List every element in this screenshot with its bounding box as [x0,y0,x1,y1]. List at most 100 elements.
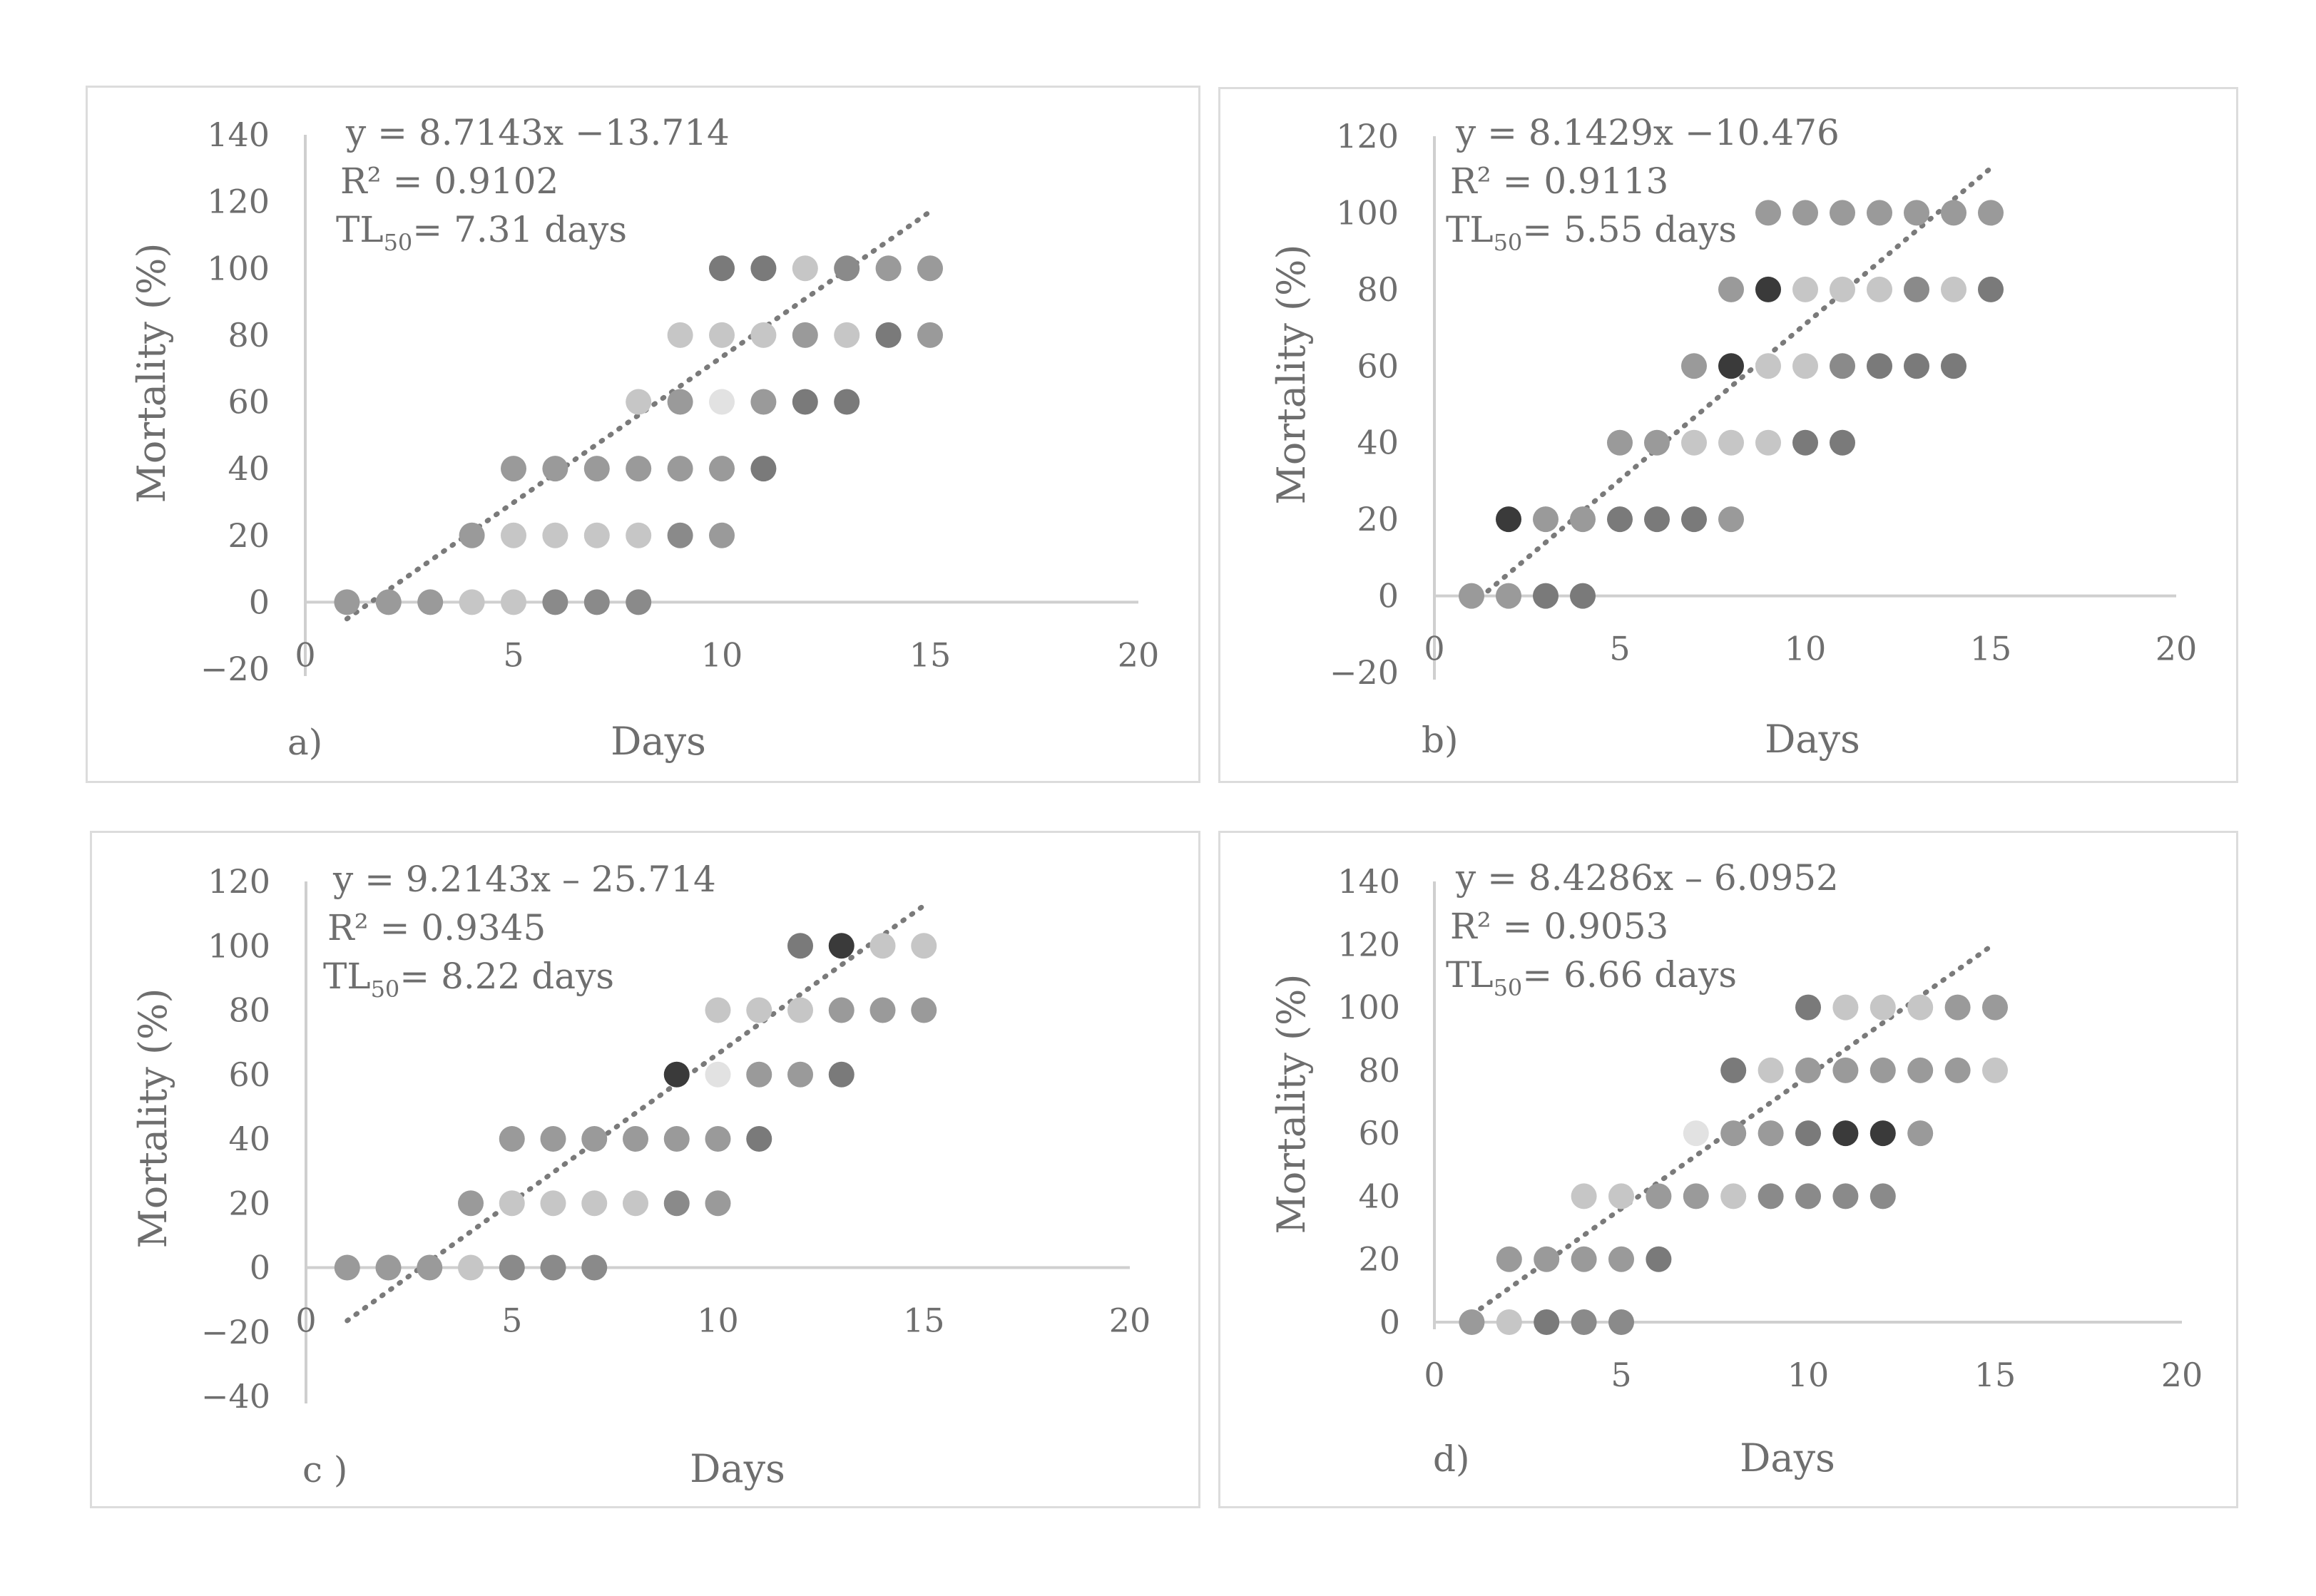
data-point [1755,429,1781,456]
data-point [1646,1183,1672,1209]
data-point [1830,429,1855,456]
data-point [709,456,735,482]
data-point [1683,1183,1709,1209]
data-point [1832,1057,1859,1083]
data-point [917,322,943,348]
data-point [1608,1246,1634,1272]
data-point [626,522,652,548]
data-point [875,322,902,348]
y-axis-label: Mortality (%) [131,988,175,1249]
data-point [1571,1246,1597,1272]
data-point [1944,1057,1971,1083]
data-point [542,456,568,482]
x-axis-label: Days [690,1446,785,1491]
data-point [1982,1057,2008,1083]
data-point [542,589,568,615]
data-point [1941,200,1966,226]
data-point [1570,583,1596,609]
y-tick-label: 100 [1337,988,1400,1027]
data-point [1867,353,1892,379]
y-tick-label: 100 [207,249,270,287]
data-point [709,322,735,348]
x-tick-label: 15 [1974,1356,2016,1394]
data-point [787,933,813,959]
data-point [709,522,735,548]
y-tick-label: 120 [1336,117,1399,155]
y-tick-label: 0 [1378,577,1399,615]
chart-panel-a: −20 0 20 40 60 80 100 120 140 0 5 10 15 20 y = 8.7143x… [86,86,1200,783]
data-point [375,589,402,615]
x-tick-label: 20 [1109,1301,1151,1340]
data-point [459,522,485,548]
x-tick-label: 20 [2156,630,2198,668]
x-tick-label: 5 [503,635,524,674]
data-point [709,389,735,415]
data-point [1534,1309,1560,1335]
data-point [1608,1309,1634,1335]
trendline [344,209,933,622]
y-tick-label: 60 [228,383,270,421]
y-tick-label: 40 [1357,424,1399,462]
data-point [540,1126,566,1152]
y-tick-label: 40 [228,449,270,488]
data-point [1571,1309,1597,1335]
data-point [1869,1183,1896,1209]
x-axis-label: Days [1765,717,1860,762]
y-tick-label: 20 [228,516,270,555]
y-tick-label: 80 [228,316,270,354]
y-tick-label: −20 [201,1313,270,1351]
data-point [458,1254,484,1281]
data-point [1795,994,1821,1020]
data-point [1496,583,1521,609]
data-point [1681,429,1707,456]
data-point [705,997,731,1023]
data-point [1832,994,1859,1020]
data-point [1496,1309,1522,1335]
data-point [581,1254,608,1281]
panel-label: a) [287,722,322,763]
data-point [1718,429,1744,456]
data-point [1795,1120,1821,1147]
data-point [705,1061,731,1088]
data-point [1941,353,1966,379]
data-point [828,933,855,959]
data-point [1718,353,1744,379]
data-point [1607,506,1633,533]
y-tick-label: 80 [228,991,270,1030]
data-point [828,1061,855,1088]
y-tick-label: 20 [1358,1240,1400,1279]
y-tick-label: 80 [1358,1051,1400,1090]
data-point [1907,994,1934,1020]
data-point [746,1061,772,1088]
data-point [1869,1057,1896,1083]
chart-svg: −20 0 20 40 60 80 100 120 0 5 10 15 20 y = 8.1429x −1… [1269,112,2198,762]
data-point [1830,276,1855,302]
data-point [834,389,860,415]
data-point [1755,353,1781,379]
data-point [750,389,777,415]
data-point [459,589,485,615]
x-tick-label: 0 [1424,630,1444,668]
data-point [1832,1183,1859,1209]
y-tick-label: 100 [1336,193,1399,232]
data-point [1792,200,1818,226]
y-tick-label: 140 [207,116,270,154]
data-point [501,456,526,482]
data-point [1907,1120,1934,1147]
data-point [911,933,937,959]
data-point [1720,1120,1747,1147]
y-tick-label: 60 [1358,1114,1400,1152]
data-point [1755,276,1781,302]
data-point [917,255,943,282]
x-tick-label: 15 [903,1301,945,1340]
y-axis-label: Mortality (%) [1269,245,1314,505]
chart-panel-c: −40 −20 0 20 40 60 80 100 120 0 5 10 15 20 y = 9.2143x… [90,831,1200,1508]
y-tick-label: 40 [1358,1177,1400,1215]
data-point [1644,429,1670,456]
data-point [1758,1120,1784,1147]
y-tick-label: −20 [200,650,270,688]
regression-equation: y = 8.4286x – 6.0952 [1455,857,1839,899]
data-point [667,389,693,415]
r-squared: R² = 0.9345 [327,907,546,948]
data-point [501,589,526,615]
